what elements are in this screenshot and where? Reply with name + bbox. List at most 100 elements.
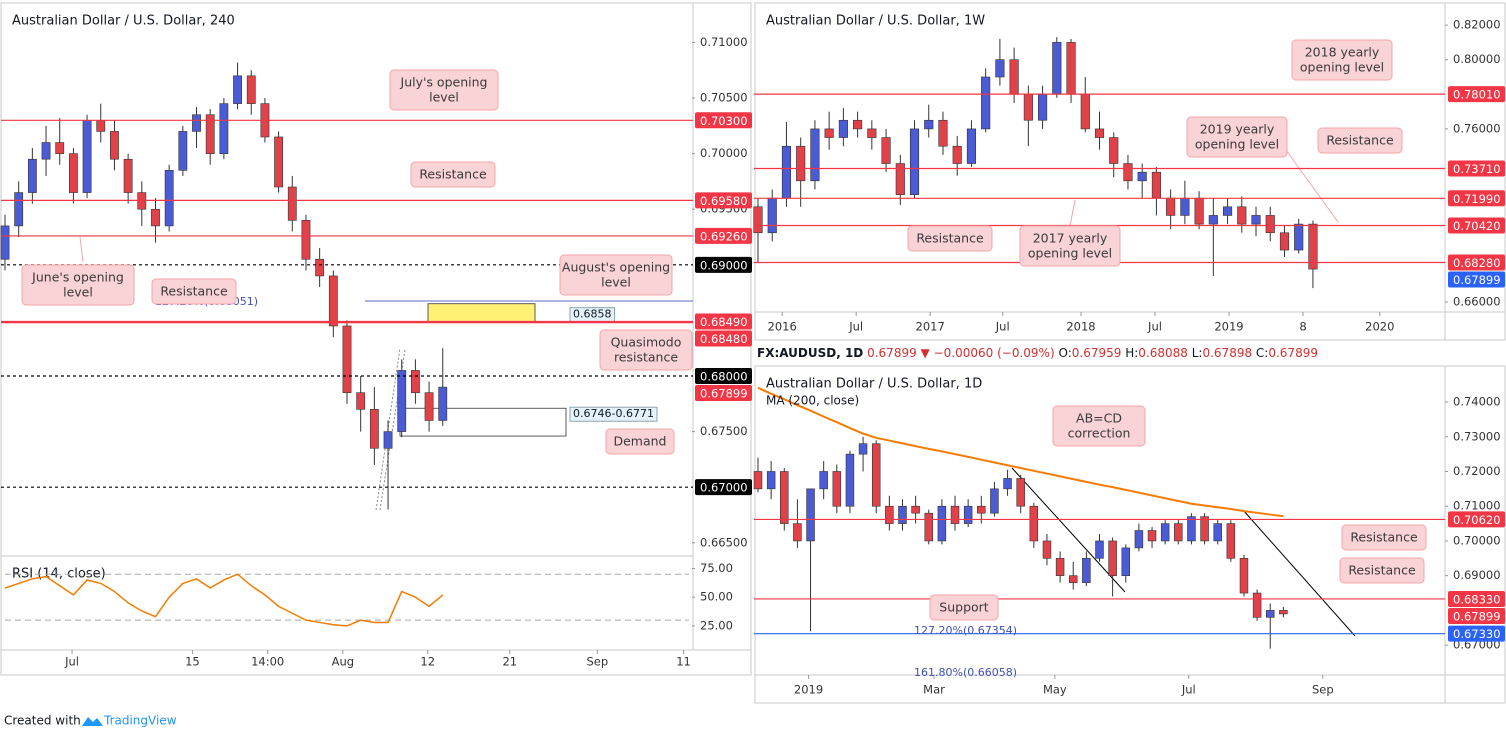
callout-box <box>1339 557 1425 584</box>
ohlc-label: O: <box>1058 346 1071 360</box>
price-label-box <box>1448 590 1505 607</box>
candle-body <box>205 114 215 154</box>
candle-body <box>753 206 763 234</box>
callout-box <box>151 278 237 305</box>
price-label-box <box>695 112 752 129</box>
price-label-box <box>1448 271 1505 288</box>
price-label: 0.69580 <box>700 194 748 208</box>
candle-body <box>1194 197 1204 225</box>
callout-box <box>389 69 499 111</box>
candle-body <box>1052 42 1062 95</box>
candle-body <box>274 136 284 188</box>
moving-average <box>757 386 1284 518</box>
candle-body <box>55 142 65 154</box>
callout-box <box>1291 39 1393 81</box>
candle-body <box>793 523 802 542</box>
candle-body <box>192 114 201 132</box>
x-tick-label: 2019 <box>1214 320 1243 334</box>
y-tick-label: 0.66000 <box>1453 294 1501 308</box>
y-tick-label: 0.70000 <box>700 146 748 160</box>
candle-body <box>41 142 51 160</box>
price-label-box <box>1448 607 1505 624</box>
candle-body <box>898 505 907 524</box>
callout-text: Resistance <box>419 167 487 182</box>
ohlc-value: 0.67898 <box>1202 346 1252 360</box>
callout-text: opening level <box>1300 60 1384 75</box>
ohlc-label: H: <box>1125 346 1138 360</box>
x-tick-label: Sep <box>587 655 609 669</box>
y-tick-label: 0.67500 <box>700 424 748 438</box>
candle-body <box>1080 93 1090 130</box>
footer-text: Created with <box>4 714 81 728</box>
callout-box <box>1019 225 1121 267</box>
candle-body <box>1279 610 1288 615</box>
price-label: 0.67899 <box>1453 273 1501 287</box>
y-tick-label: 0.71000 <box>1453 499 1501 513</box>
zone-label: 0.6858 <box>573 308 612 321</box>
ohlc-value: 0.68088 <box>1138 346 1188 360</box>
candle-body <box>1279 232 1290 251</box>
price-label: 0.78010 <box>1453 88 1501 102</box>
ohlc-label: C: <box>1256 346 1268 360</box>
callout-text: Resistance <box>1348 563 1416 578</box>
x-tick-label: Jul <box>1147 320 1162 334</box>
candle-body <box>1068 575 1078 583</box>
price-label-box <box>1448 217 1505 234</box>
candle-body <box>1151 171 1161 199</box>
x-tick-label: Jul <box>848 320 863 334</box>
ohlc-value: 0.67899 <box>1268 346 1318 360</box>
price-label-box <box>1448 511 1505 528</box>
callout-text: August's opening <box>562 260 670 275</box>
candle-body <box>832 471 842 507</box>
candle-body <box>356 392 366 410</box>
x-tick-label: 8 <box>1299 320 1306 334</box>
price-label-box <box>695 256 752 273</box>
candle-body <box>1166 197 1176 216</box>
candle-body <box>110 131 119 160</box>
candle-body <box>219 103 229 154</box>
fib-label: 127.20%(0.67354) <box>914 624 1017 637</box>
x-tick-label: Sep <box>1312 683 1334 697</box>
callout-text: July's opening <box>400 75 488 90</box>
candle-body <box>82 119 92 193</box>
y-tick-label: 0.76000 <box>1453 121 1501 135</box>
candle-body <box>1082 558 1091 583</box>
callout-box <box>1341 524 1427 551</box>
candle-body <box>1095 540 1104 559</box>
price-label-box <box>695 192 752 209</box>
candle-body <box>810 128 820 182</box>
candle-body <box>806 488 815 542</box>
y-tick-label: 75.00 <box>700 561 733 575</box>
candle-body <box>937 505 947 542</box>
x-tick-label: 12 <box>420 655 435 669</box>
brand-logo <box>82 717 103 726</box>
price-label: 0.67000 <box>700 481 748 495</box>
candle-body <box>96 119 106 132</box>
price-label: 0.68000 <box>700 370 748 384</box>
chart-title: Australian Dollar / U.S. Dollar, 1W <box>766 14 985 29</box>
candle-body <box>328 275 338 327</box>
candle-body <box>438 386 448 421</box>
candle-body <box>315 258 325 277</box>
candle-body <box>1180 197 1190 216</box>
callout-text: Resistance <box>160 284 228 299</box>
candle-body <box>68 153 78 193</box>
x-tick-label: Mar <box>923 683 945 697</box>
candle-body <box>383 431 393 449</box>
candle-body <box>1094 128 1105 138</box>
callout-box <box>1186 116 1288 158</box>
zone <box>427 303 536 322</box>
candle-body <box>301 220 311 260</box>
price-label: 0.68280 <box>1453 256 1501 270</box>
candle-body <box>1252 592 1262 618</box>
candle-body <box>853 119 863 130</box>
price-label-box <box>1448 190 1505 207</box>
fib-label: 161.80%(0.66058) <box>914 666 1017 679</box>
candle-body <box>924 512 933 542</box>
rsi-line <box>4 573 444 627</box>
price-label: 0.69000 <box>700 258 748 272</box>
candle-body <box>845 453 855 507</box>
candle-body <box>1200 516 1209 542</box>
x-tick-label: 2016 <box>768 320 797 334</box>
